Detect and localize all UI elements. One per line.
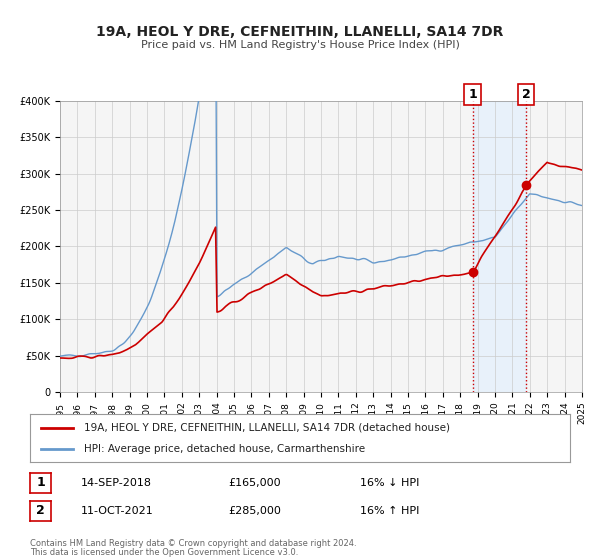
Text: 14-SEP-2018: 14-SEP-2018 xyxy=(81,478,152,488)
Text: 1: 1 xyxy=(468,88,477,101)
Text: 19A, HEOL Y DRE, CEFNEITHIN, LLANELLI, SA14 7DR: 19A, HEOL Y DRE, CEFNEITHIN, LLANELLI, S… xyxy=(97,25,503,39)
Text: £285,000: £285,000 xyxy=(228,506,281,516)
Text: 11-OCT-2021: 11-OCT-2021 xyxy=(81,506,154,516)
Text: 2: 2 xyxy=(521,88,530,101)
Text: 19A, HEOL Y DRE, CEFNEITHIN, LLANELLI, SA14 7DR (detached house): 19A, HEOL Y DRE, CEFNEITHIN, LLANELLI, S… xyxy=(84,423,450,433)
Text: £165,000: £165,000 xyxy=(228,478,281,488)
Text: HPI: Average price, detached house, Carmarthenshire: HPI: Average price, detached house, Carm… xyxy=(84,444,365,454)
Text: Price paid vs. HM Land Registry's House Price Index (HPI): Price paid vs. HM Land Registry's House … xyxy=(140,40,460,50)
Text: 16% ↓ HPI: 16% ↓ HPI xyxy=(360,478,419,488)
Text: Contains HM Land Registry data © Crown copyright and database right 2024.: Contains HM Land Registry data © Crown c… xyxy=(30,539,356,548)
Text: This data is licensed under the Open Government Licence v3.0.: This data is licensed under the Open Gov… xyxy=(30,548,298,557)
Bar xyxy=(473,101,526,392)
Text: 16% ↑ HPI: 16% ↑ HPI xyxy=(360,506,419,516)
Text: 1: 1 xyxy=(36,477,45,489)
Text: 2: 2 xyxy=(36,505,45,517)
